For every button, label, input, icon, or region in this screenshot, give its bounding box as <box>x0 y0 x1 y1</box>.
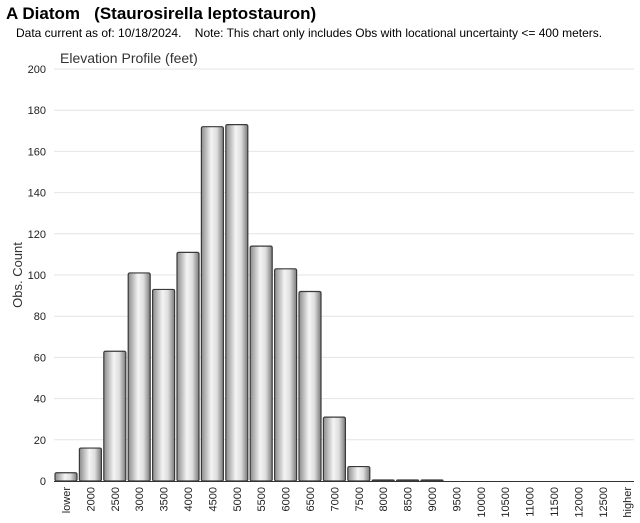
x-tick-label: 11000 <box>525 487 537 517</box>
bar <box>103 350 127 482</box>
y-tick-label: 200 <box>28 64 46 76</box>
x-tick-label: 7500 <box>354 487 366 511</box>
bar <box>200 126 224 482</box>
x-tick-label: 4000 <box>183 487 195 511</box>
y-tick-label: 100 <box>28 270 46 282</box>
y-tick-labels: 0 20 40 60 80 100 120 140 160 180 200 <box>28 64 46 488</box>
bar <box>396 479 420 482</box>
y-tick-label: 0 <box>40 476 46 488</box>
x-tick-label: 9500 <box>451 487 463 511</box>
bar <box>152 288 176 482</box>
bar <box>176 251 200 482</box>
x-tick-label: 5500 <box>256 487 268 511</box>
x-tick-label: 9000 <box>427 487 439 511</box>
y-tick-label: 40 <box>34 394 46 406</box>
x-tick-label: 12000 <box>573 487 585 518</box>
x-tick-label: 8000 <box>378 487 390 511</box>
bar <box>249 245 273 482</box>
x-tick-label: 8500 <box>403 487 415 511</box>
x-tick-label: 5000 <box>232 487 244 511</box>
x-tick-label: lower <box>61 487 73 514</box>
x-tick-label: 3000 <box>134 487 146 511</box>
bar <box>371 479 395 482</box>
x-tick-label: 4500 <box>207 487 219 511</box>
x-tick-label: 6500 <box>305 487 317 511</box>
bar <box>78 447 103 482</box>
bar <box>127 272 151 482</box>
bar <box>347 465 371 482</box>
y-tick-label: 60 <box>34 352 46 364</box>
y-axis-title: Obs. Count <box>10 242 25 308</box>
y-tick-label: 160 <box>28 146 46 158</box>
x-tick-label: 12500 <box>598 487 610 518</box>
bar <box>298 290 322 482</box>
x-tick-label: 2500 <box>110 487 122 511</box>
bar <box>420 479 444 482</box>
x-tick-label: 10000 <box>476 487 488 518</box>
y-tick-label: 20 <box>34 435 46 447</box>
bar <box>322 416 346 482</box>
x-tick-label: 11500 <box>549 487 561 517</box>
y-tick-label: 80 <box>34 311 46 323</box>
x-tick-labels: lower 2000 2500 3000 3500 4000 4500 5000 5500 600… <box>61 487 634 518</box>
bars <box>54 124 444 482</box>
data-note: Data current as of: 10/18/2024. Note: Th… <box>16 26 603 40</box>
y-tick-label: 140 <box>28 188 46 200</box>
x-tick-label: 10500 <box>500 487 512 518</box>
plot-title: Elevation Profile (feet) <box>60 50 198 66</box>
bar <box>274 268 298 482</box>
x-tick-label: 3500 <box>159 487 171 511</box>
bar <box>225 124 249 482</box>
x-tick-label: 6000 <box>281 487 293 511</box>
y-tick-label: 180 <box>28 105 46 117</box>
x-tick-label: higher <box>622 487 634 518</box>
bar <box>54 472 78 482</box>
x-tick-label: 7000 <box>329 487 341 511</box>
x-tick-label: 2000 <box>85 487 97 511</box>
chart-title: A Diatom (Staurosirella leptostauron) <box>6 4 317 23</box>
y-tick-label: 120 <box>28 229 46 241</box>
